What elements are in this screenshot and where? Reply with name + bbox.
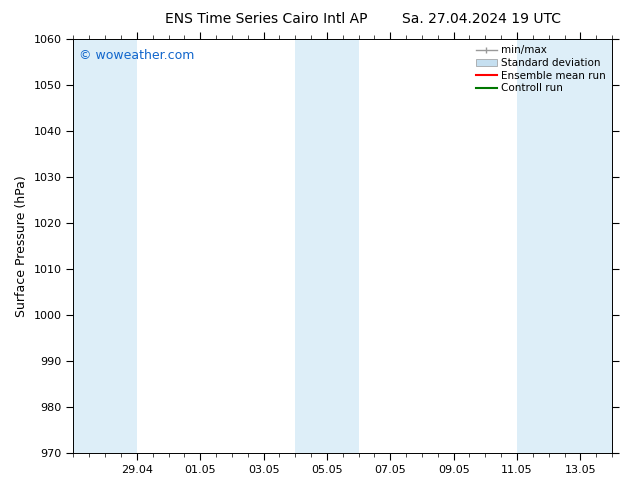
Y-axis label: Surface Pressure (hPa): Surface Pressure (hPa) xyxy=(15,175,28,317)
Text: © woweather.com: © woweather.com xyxy=(79,49,194,62)
Bar xyxy=(517,39,612,453)
Bar xyxy=(74,39,137,453)
Text: Sa. 27.04.2024 19 UTC: Sa. 27.04.2024 19 UTC xyxy=(403,12,561,26)
Legend: min/max, Standard deviation, Ensemble mean run, Controll run: min/max, Standard deviation, Ensemble me… xyxy=(473,42,609,96)
Text: ENS Time Series Cairo Intl AP: ENS Time Series Cairo Intl AP xyxy=(165,12,368,26)
Bar xyxy=(295,39,359,453)
